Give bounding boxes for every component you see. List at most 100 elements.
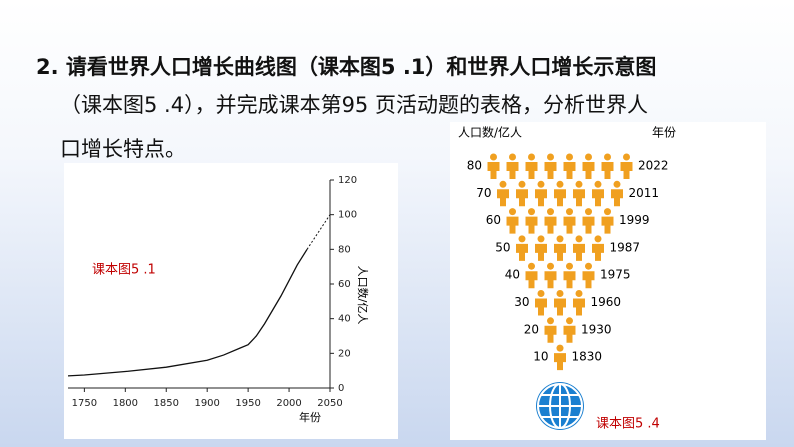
row-year: 1975: [600, 268, 631, 282]
person-head: [623, 153, 630, 161]
figure-5-1-panel: [64, 163, 398, 439]
person-head: [575, 290, 583, 297]
person-head: [528, 208, 535, 216]
caption: 课本图5 .4: [596, 417, 660, 432]
person-body: [535, 243, 547, 261]
x-tick-label: 1800: [113, 398, 138, 409]
y-tick-label: 40: [338, 314, 351, 325]
heading-line: （课本图5 .4），并完成课本第95 页活动题的表格，分析世界人: [60, 93, 648, 117]
projection-curve: [306, 214, 331, 250]
person-head: [594, 180, 602, 188]
person-body: [573, 298, 585, 316]
person-head: [585, 153, 592, 161]
population-curve: [67, 248, 308, 377]
person-head: [528, 153, 535, 161]
person-head: [594, 235, 602, 243]
person-body: [563, 162, 576, 179]
row-year: 1987: [610, 240, 641, 254]
person-head: [518, 235, 526, 243]
heading-line: 2. 请看世界人口增长曲线图（课本图5 .1）和世界人口增长示意图: [36, 55, 656, 79]
x-tick-label: 1950: [235, 398, 260, 409]
y-axis-label: 人口数/亿人: [356, 266, 369, 325]
person-body: [582, 162, 595, 179]
person-body: [516, 189, 528, 207]
person-body: [525, 216, 538, 234]
y-tick-label: 20: [338, 348, 351, 359]
person-head: [566, 262, 573, 270]
person-head: [575, 180, 583, 188]
person-head: [604, 208, 611, 216]
person-head: [585, 208, 592, 216]
row-value: 60: [486, 213, 501, 227]
y-tick-label: 80: [338, 244, 351, 255]
person-body: [582, 216, 595, 234]
row-year: 1999: [619, 213, 650, 227]
row-value: 50: [495, 240, 510, 254]
x-tick-label: 2050: [317, 398, 342, 409]
row-value: 20: [524, 322, 539, 336]
person-head: [509, 208, 516, 216]
person-body: [582, 271, 595, 289]
x-tick-label: 1750: [72, 398, 97, 409]
person-body: [554, 189, 566, 207]
person-row: [554, 344, 566, 371]
person-body: [592, 189, 604, 207]
row-value: 30: [514, 295, 529, 309]
person-head: [585, 262, 592, 270]
person-body: [601, 162, 614, 179]
person-body: [525, 271, 538, 289]
person-head: [547, 208, 554, 216]
person-body: [506, 162, 519, 179]
person-head: [566, 317, 573, 325]
person-row: [525, 262, 595, 289]
person-body: [544, 325, 557, 343]
row-value: 80: [467, 159, 482, 173]
person-body: [544, 162, 557, 179]
person-body: [601, 216, 614, 234]
person-row: [497, 180, 623, 207]
person-head: [604, 153, 611, 161]
person-body: [544, 216, 557, 234]
person-body: [563, 271, 576, 289]
person-row: [506, 208, 614, 234]
row-value: 40: [505, 268, 520, 282]
row-year: 2022: [638, 159, 669, 173]
heading-line: 口增长特点。: [60, 137, 186, 161]
person-head: [566, 153, 573, 161]
person-body: [611, 189, 623, 207]
person-head: [547, 153, 554, 161]
person-body: [554, 243, 566, 261]
person-head: [537, 235, 545, 243]
person-head: [499, 180, 507, 188]
person-head: [528, 262, 535, 270]
person-row: [544, 317, 576, 343]
person-body: [544, 271, 557, 289]
person-body: [516, 243, 528, 261]
person-head: [509, 153, 516, 161]
person-head: [575, 235, 583, 243]
row-year: 1830: [572, 350, 603, 364]
pictogram-y-label: 人口数/亿人: [458, 125, 522, 140]
y-tick-label: 0: [338, 383, 344, 394]
person-head: [556, 180, 564, 188]
pictogram-x-label: 年份: [652, 126, 676, 140]
person-body: [563, 216, 576, 234]
row-value: 70: [476, 186, 491, 200]
person-head: [490, 153, 497, 161]
person-head: [547, 262, 554, 270]
person-head: [547, 317, 554, 325]
person-body: [535, 298, 547, 316]
x-tick-label: 1850: [154, 398, 179, 409]
person-body: [592, 243, 604, 261]
row-year: 2011: [629, 186, 660, 200]
x-tick-label: 2000: [276, 398, 301, 409]
person-head: [556, 290, 564, 297]
person-body: [535, 189, 547, 207]
x-axis-label: 年份: [299, 410, 321, 424]
row-value: 10: [533, 350, 548, 364]
person-body: [573, 189, 585, 207]
person-head: [566, 208, 573, 216]
person-head: [556, 235, 564, 243]
